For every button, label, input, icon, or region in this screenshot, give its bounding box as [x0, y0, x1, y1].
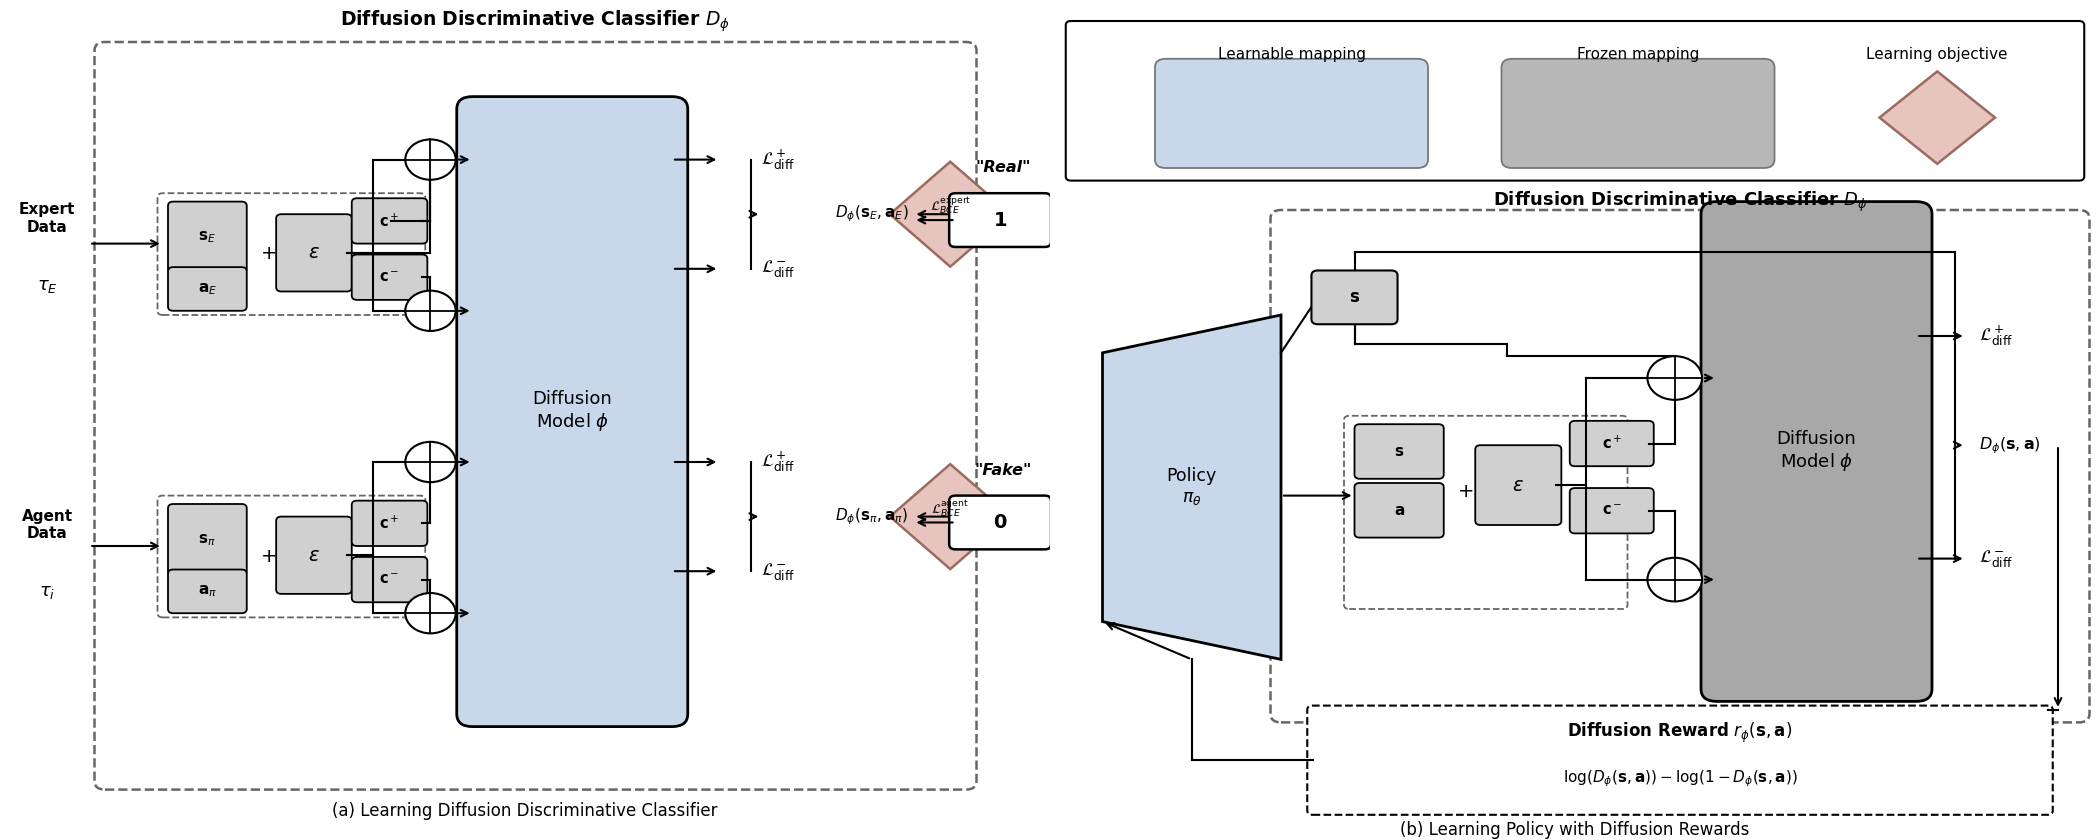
Text: $\log(D_\phi(\mathbf{s}, \mathbf{a})) - \log(1 - D_\phi(\mathbf{s}, \mathbf{a})): $\log(D_\phi(\mathbf{s}, \mathbf{a})) - …: [1562, 769, 1798, 789]
Text: $+$: $+$: [260, 244, 275, 263]
Text: $\mathbf{c}^+$: $\mathbf{c}^+$: [380, 515, 399, 532]
Polygon shape: [1102, 315, 1281, 659]
Text: Frozen mapping: Frozen mapping: [1577, 47, 1699, 62]
Text: $\mathcal{L}_{BCE}^{\mathrm{expert}}$: $\mathcal{L}_{BCE}^{\mathrm{expert}}$: [930, 196, 970, 216]
FancyBboxPatch shape: [1306, 706, 2054, 815]
Text: $\mathbf{c}^-$: $\mathbf{c}^-$: [1602, 503, 1621, 518]
Text: $\mathcal{L}_{\mathrm{diff}}^+$: $\mathcal{L}_{\mathrm{diff}}^+$: [760, 148, 796, 171]
Text: 1: 1: [993, 211, 1006, 229]
Text: $+$: $+$: [1457, 482, 1472, 501]
Text: $\epsilon$: $\epsilon$: [309, 546, 319, 564]
Circle shape: [405, 139, 456, 180]
FancyBboxPatch shape: [1502, 59, 1774, 168]
Text: Policy
$\pi_\theta$: Policy $\pi_\theta$: [1168, 467, 1216, 507]
Text: Diffusion
Model $\phi$: Diffusion Model $\phi$: [1777, 430, 1856, 473]
FancyBboxPatch shape: [949, 496, 1050, 549]
Text: $\mathbf{s}_E$: $\mathbf{s}_E$: [197, 229, 216, 245]
Text: $\epsilon$: $\epsilon$: [1512, 475, 1525, 495]
Text: $\mathbf{c}^-$: $\mathbf{c}^-$: [380, 270, 399, 285]
Text: $\mathcal{L}_{\mathrm{diff}}^-$: $\mathcal{L}_{\mathrm{diff}}^-$: [760, 259, 796, 279]
Polygon shape: [1880, 71, 1995, 164]
Text: Learnable mapping: Learnable mapping: [1218, 47, 1365, 62]
Text: $\epsilon$: $\epsilon$: [309, 244, 319, 262]
Text: $\mathbf{c}^+$: $\mathbf{c}^+$: [380, 213, 399, 229]
Text: Diffusion Discriminative Classifier $D_\phi$: Diffusion Discriminative Classifier $D_\…: [340, 8, 731, 34]
Circle shape: [405, 291, 456, 331]
FancyBboxPatch shape: [1354, 483, 1445, 538]
Text: $\mathcal{L}_{\mathrm{diff}}^+$: $\mathcal{L}_{\mathrm{diff}}^+$: [760, 450, 796, 474]
FancyBboxPatch shape: [1354, 424, 1445, 479]
Text: Diffusion
Model $\phi$: Diffusion Model $\phi$: [533, 390, 611, 433]
Text: $\mathbf{c}^+$: $\mathbf{c}^+$: [1602, 435, 1621, 452]
FancyBboxPatch shape: [168, 504, 246, 575]
Text: Learning objective: Learning objective: [1867, 47, 2008, 62]
FancyBboxPatch shape: [1701, 202, 1932, 701]
Text: $\mathcal{L}_{\mathrm{diff}}^-$: $\mathcal{L}_{\mathrm{diff}}^-$: [1978, 548, 2014, 570]
Text: $\mathbf{s}$: $\mathbf{s}$: [1348, 288, 1361, 307]
FancyBboxPatch shape: [168, 267, 246, 311]
FancyBboxPatch shape: [277, 517, 353, 594]
FancyBboxPatch shape: [168, 202, 246, 273]
FancyBboxPatch shape: [168, 570, 246, 613]
FancyBboxPatch shape: [353, 557, 428, 602]
FancyBboxPatch shape: [277, 214, 353, 291]
Text: Diffusion Reward $r_\phi(\mathbf{s}, \mathbf{a})$: Diffusion Reward $r_\phi(\mathbf{s}, \ma…: [1567, 721, 1793, 744]
Text: $\mathbf{c}^-$: $\mathbf{c}^-$: [380, 572, 399, 587]
FancyBboxPatch shape: [456, 97, 687, 727]
FancyBboxPatch shape: [1474, 445, 1560, 525]
Circle shape: [1646, 356, 1701, 400]
Text: $\mathbf{a}$: $\mathbf{a}$: [1394, 503, 1405, 517]
Text: $\tau_E$: $\tau_E$: [38, 276, 57, 295]
Text: $\mathbf{s}_\pi$: $\mathbf{s}_\pi$: [200, 532, 216, 548]
Text: $\mathcal{L}_{\mathrm{diff}}^-$: $\mathcal{L}_{\mathrm{diff}}^-$: [760, 561, 796, 581]
Text: $\mathcal{L}_{\mathrm{diff}}^+$: $\mathcal{L}_{\mathrm{diff}}^+$: [1978, 324, 2014, 348]
Text: 0: 0: [993, 513, 1006, 532]
Text: $+$: $+$: [260, 547, 275, 565]
FancyBboxPatch shape: [949, 193, 1050, 247]
FancyBboxPatch shape: [353, 501, 428, 546]
FancyBboxPatch shape: [1571, 421, 1655, 466]
FancyBboxPatch shape: [353, 255, 428, 300]
Text: Expert
Data: Expert Data: [19, 202, 76, 234]
FancyBboxPatch shape: [1571, 488, 1655, 533]
FancyBboxPatch shape: [353, 198, 428, 244]
Text: $D_\phi(\mathbf{s}_\pi, \mathbf{a}_\pi)$: $D_\phi(\mathbf{s}_\pi, \mathbf{a}_\pi)$: [836, 507, 907, 527]
Text: $\mathbf{a}_\pi$: $\mathbf{a}_\pi$: [197, 584, 216, 599]
Circle shape: [405, 442, 456, 482]
Text: $\tau_i$: $\tau_i$: [40, 583, 55, 601]
Text: Agent
Data: Agent Data: [21, 509, 74, 541]
Text: (b) Learning Policy with Diffusion Rewards: (b) Learning Policy with Diffusion Rewar…: [1401, 821, 1749, 839]
Text: $\mathbf{s}$: $\mathbf{s}$: [1394, 444, 1405, 459]
Text: "Real": "Real": [974, 160, 1031, 176]
Text: (a) Learning Diffusion Discriminative Classifier: (a) Learning Diffusion Discriminative Cl…: [332, 801, 718, 820]
FancyBboxPatch shape: [1310, 270, 1399, 324]
Text: $\mathcal{L}_{BCE}^{\mathrm{agent}}$: $\mathcal{L}_{BCE}^{\mathrm{agent}}$: [930, 498, 970, 518]
Polygon shape: [890, 464, 1010, 570]
Text: $\mathbf{a}_E$: $\mathbf{a}_E$: [197, 281, 216, 297]
Text: $D_\phi(\mathbf{s}, \mathbf{a})$: $D_\phi(\mathbf{s}, \mathbf{a})$: [1978, 435, 2041, 455]
Text: $D_\phi(\mathbf{s}_E, \mathbf{a}_E)$: $D_\phi(\mathbf{s}_E, \mathbf{a}_E)$: [836, 204, 909, 224]
Circle shape: [405, 593, 456, 633]
Polygon shape: [890, 161, 1010, 266]
Circle shape: [1646, 558, 1701, 601]
FancyBboxPatch shape: [1065, 21, 2083, 181]
Text: Diffusion Discriminative Classifier $D_\phi$: Diffusion Discriminative Classifier $D_\…: [1493, 190, 1867, 213]
Text: "Fake": "Fake": [974, 463, 1031, 478]
FancyBboxPatch shape: [1155, 59, 1428, 168]
